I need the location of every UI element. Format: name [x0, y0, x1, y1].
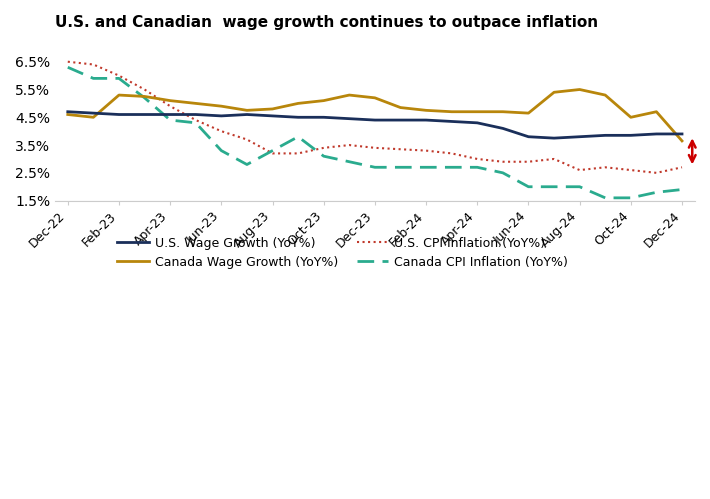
Text: U.S. and Canadian  wage growth continues to outpace inflation: U.S. and Canadian wage growth continues …: [55, 15, 598, 30]
Legend: U.S. Wage Growth (YoY%), Canada Wage Growth (YoY%), U.S. CPI Inflation (YoY%), C: U.S. Wage Growth (YoY%), Canada Wage Gro…: [112, 232, 574, 274]
